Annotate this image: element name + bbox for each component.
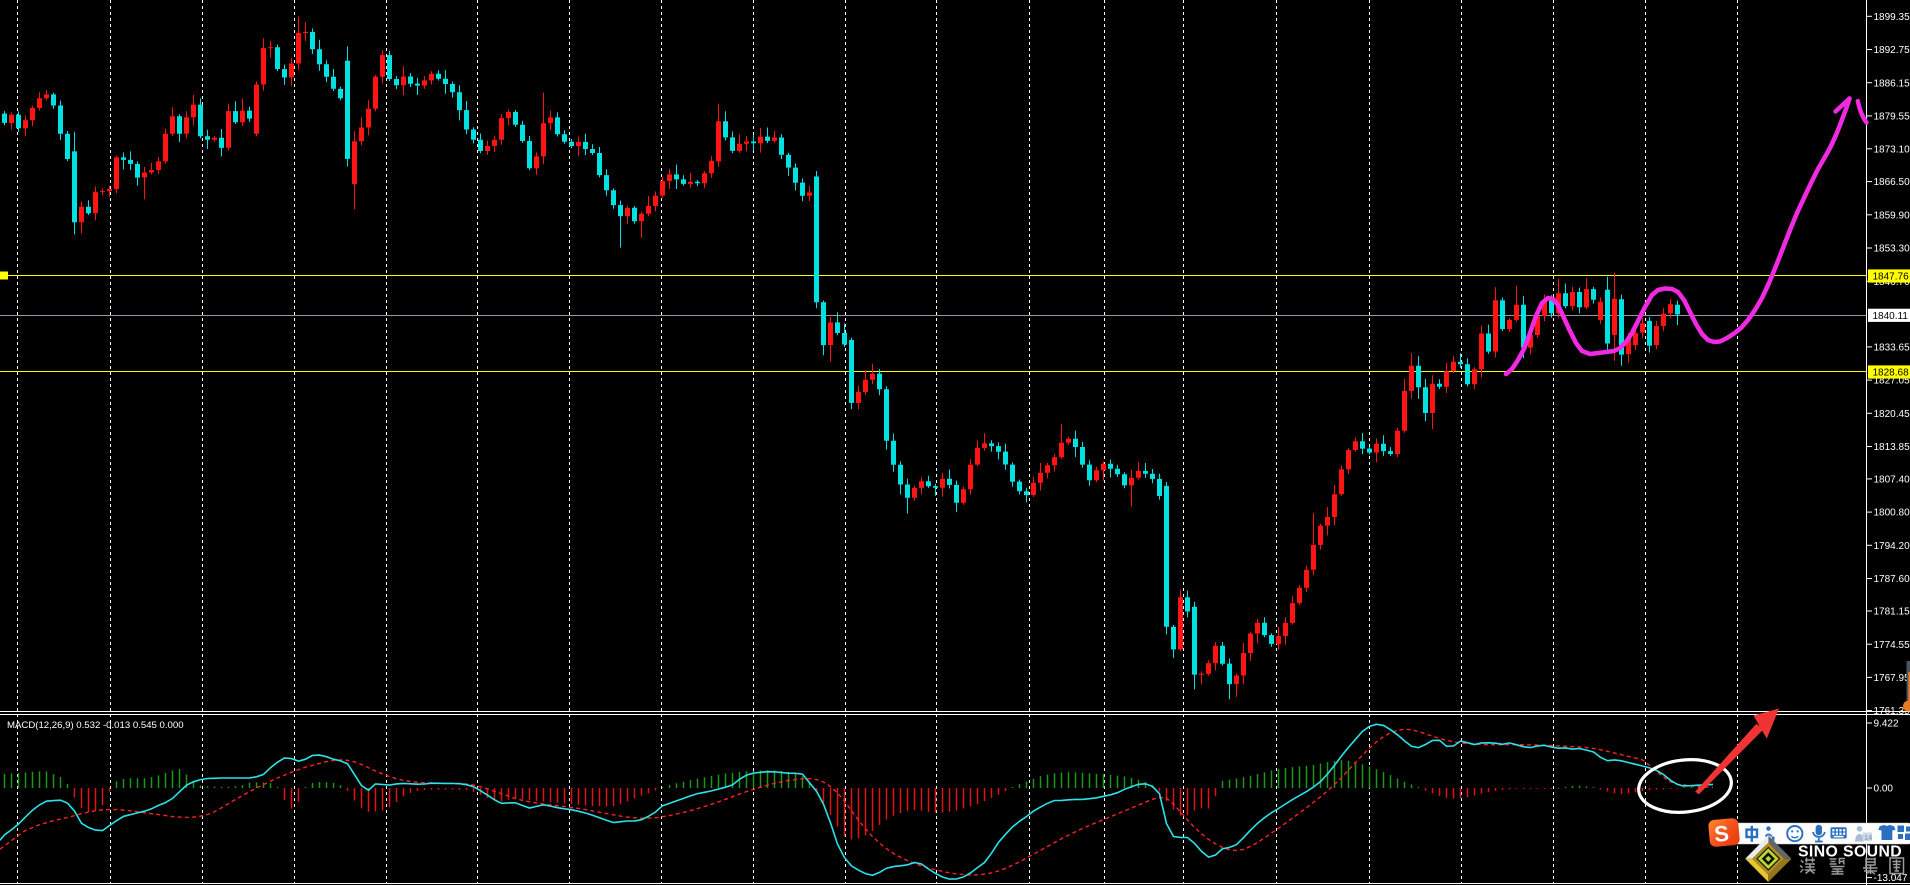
svg-text:-13.047: -13.047	[1874, 873, 1908, 884]
svg-text:SINO SOUND: SINO SOUND	[1798, 844, 1902, 861]
svg-text:1886.15: 1886.15	[1874, 78, 1910, 89]
svg-text:1813.85: 1813.85	[1874, 442, 1910, 453]
svg-text:1866.50: 1866.50	[1874, 177, 1910, 188]
svg-text:1853.30: 1853.30	[1874, 244, 1910, 255]
svg-text:1781.15: 1781.15	[1874, 607, 1910, 618]
svg-text:1774.55: 1774.55	[1874, 640, 1910, 651]
svg-text:1807.40: 1807.40	[1874, 475, 1910, 486]
svg-text:1833.65: 1833.65	[1874, 343, 1910, 354]
svg-text:1828.68: 1828.68	[1873, 368, 1910, 379]
svg-text:14: 14	[1864, 833, 1872, 842]
svg-text:S: S	[1713, 821, 1730, 847]
svg-text:1899.35: 1899.35	[1874, 12, 1910, 23]
svg-text:MACD(12,26,9) 0.532 -0.013 0.5: MACD(12,26,9) 0.532 -0.013 0.545 0.000	[7, 720, 184, 731]
svg-text:1794.20: 1794.20	[1874, 541, 1910, 552]
svg-text:1827.05: 1827.05	[1874, 376, 1910, 387]
svg-text:1767.95: 1767.95	[1874, 673, 1910, 684]
svg-text:9.422: 9.422	[1874, 719, 1899, 730]
svg-text:1820.45: 1820.45	[1874, 409, 1910, 420]
svg-text:1840.11: 1840.11	[1873, 311, 1909, 322]
svg-text:1879.55: 1879.55	[1874, 112, 1910, 123]
svg-text:0.00: 0.00	[1874, 784, 1894, 795]
svg-text:,: ,	[1771, 824, 1776, 845]
svg-text:1859.90: 1859.90	[1874, 210, 1910, 221]
svg-text:1800.80: 1800.80	[1874, 508, 1910, 519]
svg-text:1847.76: 1847.76	[1873, 272, 1910, 283]
svg-text:1761.35: 1761.35	[1874, 706, 1910, 717]
svg-text:1873.10: 1873.10	[1874, 144, 1910, 155]
svg-text:1787.60: 1787.60	[1874, 574, 1910, 585]
svg-text:1892.75: 1892.75	[1874, 45, 1910, 56]
